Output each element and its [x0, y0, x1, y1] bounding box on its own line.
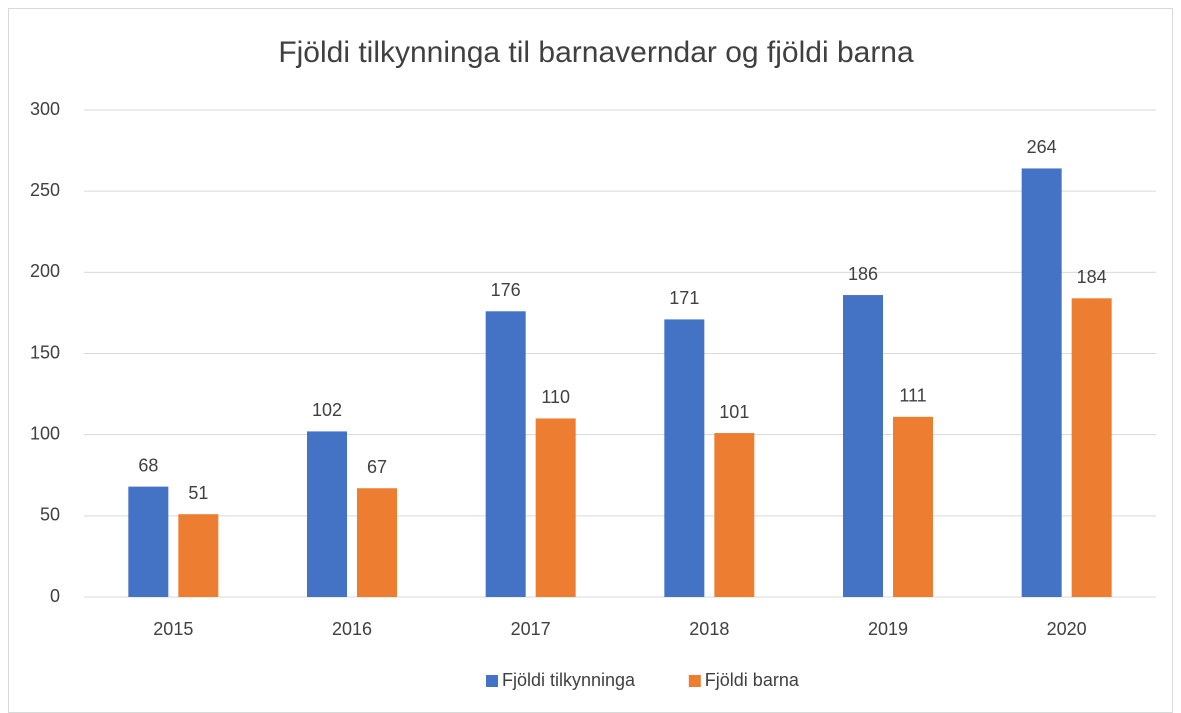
x-tick-label: 2018	[689, 619, 729, 639]
bar	[893, 416, 933, 597]
bar	[714, 433, 755, 597]
bar	[843, 295, 883, 597]
y-tick-label: 100	[30, 423, 60, 443]
x-tick-label: 2016	[332, 619, 372, 639]
data-label: 67	[367, 457, 387, 477]
x-tick-label: 2015	[153, 619, 193, 639]
x-tick-label: 2017	[511, 619, 551, 639]
y-tick-label: 0	[50, 586, 60, 606]
bar	[178, 514, 219, 597]
data-label: 68	[138, 455, 158, 475]
y-tick-label: 50	[40, 505, 60, 525]
x-tick-label: 2020	[1047, 619, 1087, 639]
bar	[485, 311, 526, 597]
legend-swatch	[486, 675, 498, 687]
bar	[535, 418, 576, 597]
y-tick-label: 200	[30, 261, 60, 281]
bar	[664, 319, 705, 597]
data-label: 264	[1027, 137, 1057, 157]
x-tick-label: 2019	[868, 619, 908, 639]
y-tick-label: 150	[30, 342, 60, 362]
data-label: 186	[848, 264, 878, 284]
bar	[1071, 298, 1112, 597]
bar	[128, 486, 169, 597]
legend-swatch	[688, 675, 701, 687]
data-label: 111	[899, 386, 926, 406]
legend-label: Fjöldi barna	[705, 670, 800, 690]
data-label: 176	[491, 280, 521, 300]
data-label: 102	[312, 400, 342, 420]
bar	[357, 488, 397, 597]
legend-label: Fjöldi tilkynninga	[502, 670, 636, 690]
bar	[1021, 168, 1062, 597]
bar	[307, 431, 347, 597]
data-label: 51	[188, 483, 208, 503]
data-label: 101	[719, 402, 749, 422]
chart-border	[8, 8, 1173, 713]
y-tick-label: 250	[30, 180, 60, 200]
data-label: 110	[541, 387, 570, 407]
data-label: 171	[669, 288, 699, 308]
data-label: 184	[1077, 267, 1107, 287]
chart-title: Fjöldi tilkynninga til barnaverndar og f…	[278, 36, 914, 69]
y-tick-label: 300	[30, 99, 60, 119]
